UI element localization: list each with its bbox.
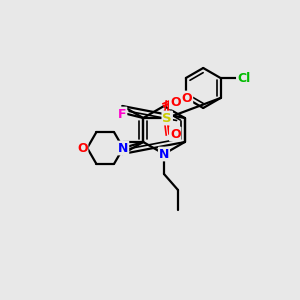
Text: O: O: [170, 95, 181, 109]
Text: O: O: [170, 128, 181, 140]
Text: N: N: [118, 142, 128, 154]
Text: Cl: Cl: [237, 71, 250, 85]
Text: S: S: [162, 112, 172, 124]
Text: O: O: [182, 92, 192, 104]
Text: F: F: [118, 107, 127, 121]
Text: O: O: [77, 142, 88, 154]
Text: N: N: [159, 148, 169, 160]
